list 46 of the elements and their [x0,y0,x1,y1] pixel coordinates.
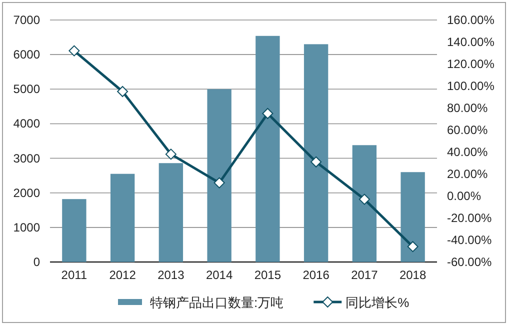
bar [400,172,425,262]
y-tick-label: 5000 [13,82,40,96]
bar [110,174,135,262]
bar [256,36,280,262]
point [68,45,80,56]
y2-tick-label: 60.00% [447,123,488,137]
y-tick-label: 1000 [13,220,40,234]
y-tick-label: 7000 [13,13,40,27]
point [214,177,225,188]
x-tick-label: 2011 [61,268,88,282]
y2-tick-label: 100.00% [447,79,495,93]
bar [304,44,328,262]
y-tick-label: 4000 [13,116,40,131]
bar [158,163,184,262]
bar [352,145,377,262]
bar [207,89,232,262]
y2-tick-label: -20.00% [447,211,492,225]
point [358,194,370,205]
point [117,86,128,97]
x-tick-label: 2013 [158,268,185,282]
y2-tick-label: -60.00% [447,255,492,269]
legend-label: 特钢产品出口数量:万吨 [150,295,284,310]
y-tick-label: 3000 [13,151,40,166]
y2-tick-label: -40.00% [447,233,492,247]
x-tick-label: 2018 [399,268,426,282]
y2-tick-label: 140.00% [447,35,495,49]
y2-tick-label: 80.00% [447,101,488,115]
point [165,148,176,160]
x-tick-label: 2017 [351,268,378,282]
y2-tick-label: 20.00% [447,167,488,181]
bar [62,199,86,262]
y-tick-label: 0 [33,255,40,269]
y-tick-label: 2000 [13,186,40,200]
y2-tick-label: 160.00% [447,13,495,27]
x-tick-label: 2014 [206,268,233,282]
y2-tick-label: 120.00% [447,57,495,71]
x-tick-label: 2015 [254,268,282,282]
point [310,156,322,168]
x-tick-label: 2012 [109,268,136,282]
x-tick-label: 2016 [302,268,330,282]
y2-tick-label: 0.00% [447,189,482,203]
y-tick-label: 6000 [13,48,40,62]
legend-label: 同比增长% [346,295,410,310]
point [262,108,274,119]
point [407,241,418,252]
y2-tick-label: 40.00% [447,145,488,159]
